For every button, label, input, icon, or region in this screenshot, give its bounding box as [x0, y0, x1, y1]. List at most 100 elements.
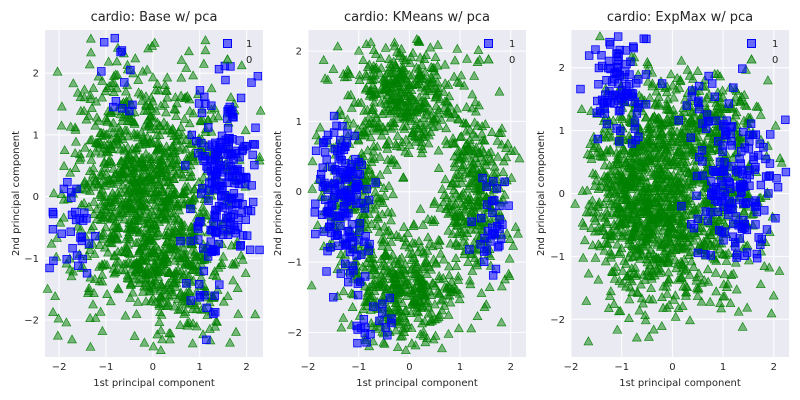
point-class-1 [223, 211, 233, 221]
point-class-0 [141, 148, 151, 158]
point-class-1 [245, 245, 255, 254]
point-class-0 [154, 298, 165, 308]
point-class-1 [218, 230, 228, 240]
point-class-0 [125, 292, 136, 302]
point-class-1 [353, 179, 362, 189]
point-class-0 [142, 64, 153, 74]
y-tick-label: 0 [559, 189, 565, 200]
point-class-1 [250, 160, 259, 170]
y-tick-label: −2 [24, 315, 39, 326]
point-class-0 [93, 179, 104, 189]
point-class-0 [151, 163, 162, 173]
point-class-1 [194, 235, 203, 244]
point-class-1 [186, 204, 195, 214]
point-class-1 [605, 37, 614, 47]
point-class-1 [310, 208, 320, 217]
legend-label-2-s1: 1 [509, 39, 515, 50]
point-class-0 [113, 222, 124, 232]
point-class-1 [353, 290, 363, 300]
point-class-1 [701, 124, 711, 133]
point-class-0 [165, 150, 176, 160]
point-class-1 [600, 109, 609, 118]
x-tick-label: 2 [508, 362, 514, 373]
point-class-0 [138, 286, 148, 296]
x-tick-label: −1 [351, 362, 366, 373]
point-class-0 [171, 274, 181, 284]
point-class-1 [215, 280, 224, 289]
point-class-0 [133, 74, 144, 84]
point-class-1 [319, 227, 329, 236]
point-class-0 [430, 52, 441, 61]
point-class-0 [88, 209, 99, 218]
point-class-0 [165, 200, 176, 210]
point-class-0 [125, 278, 136, 288]
point-class-0 [155, 160, 166, 170]
x-tick-label: 1 [720, 362, 726, 373]
point-class-1 [482, 246, 491, 255]
point-class-1 [355, 226, 364, 235]
point-class-1 [236, 93, 246, 103]
point-class-0 [164, 334, 175, 344]
point-class-1 [77, 236, 87, 246]
point-class-1 [230, 225, 239, 235]
point-class-0 [164, 328, 175, 338]
point-class-0 [42, 283, 53, 293]
point-class-0 [97, 234, 108, 244]
point-class-0 [95, 306, 106, 316]
point-class-0 [163, 184, 174, 194]
point-class-1 [202, 303, 211, 313]
point-class-0 [119, 203, 130, 213]
legend-1: 1 0 [222, 39, 252, 66]
point-class-1 [657, 79, 667, 88]
point-class-0 [65, 167, 76, 177]
point-class-1 [48, 207, 58, 217]
point-class-0 [79, 105, 89, 115]
point-class-1 [718, 166, 728, 175]
point-class-0 [96, 170, 106, 180]
point-class-0 [130, 207, 140, 217]
y-axis-label-2: 2nd principal component [273, 131, 284, 256]
point-class-1 [597, 61, 607, 71]
point-class-0 [58, 194, 69, 204]
point-class-1 [708, 165, 718, 175]
point-class-1 [729, 219, 738, 229]
point-class-1 [754, 233, 763, 242]
point-class-1 [765, 171, 775, 180]
point-class-1 [749, 152, 758, 162]
point-class-1 [599, 98, 608, 108]
point-class-1 [740, 251, 749, 260]
point-class-1 [223, 149, 232, 158]
point-class-0 [152, 329, 163, 339]
point-class-0 [83, 287, 93, 297]
point-class-0 [233, 308, 244, 318]
point-class-0 [153, 85, 164, 95]
point-class-0 [182, 91, 193, 101]
point-class-0 [70, 163, 81, 172]
point-class-1 [576, 84, 585, 94]
point-class-1 [57, 229, 66, 238]
point-class-1 [322, 267, 331, 276]
point-class-0 [123, 131, 133, 141]
point-class-0 [192, 251, 202, 261]
point-class-0 [161, 107, 171, 117]
point-class-0 [168, 232, 179, 242]
point-class-1 [735, 234, 744, 243]
point-class-0 [163, 221, 174, 231]
point-class-0 [240, 125, 251, 135]
point-class-0 [213, 111, 224, 121]
point-class-1 [632, 109, 642, 118]
point-class-0 [154, 130, 165, 139]
x-tick-label: −2 [301, 362, 316, 373]
point-class-1 [706, 208, 715, 217]
point-class-0 [97, 75, 108, 85]
point-class-1 [360, 272, 370, 281]
point-class-1 [597, 51, 606, 60]
point-class-0 [159, 98, 170, 108]
y-axis-label-1: 2nd principal component [11, 131, 22, 256]
point-class-1 [701, 250, 710, 259]
point-class-1 [365, 239, 374, 249]
point-class-1 [125, 106, 134, 116]
legend-marker-2-s1 [484, 39, 493, 48]
point-class-1 [737, 222, 747, 232]
